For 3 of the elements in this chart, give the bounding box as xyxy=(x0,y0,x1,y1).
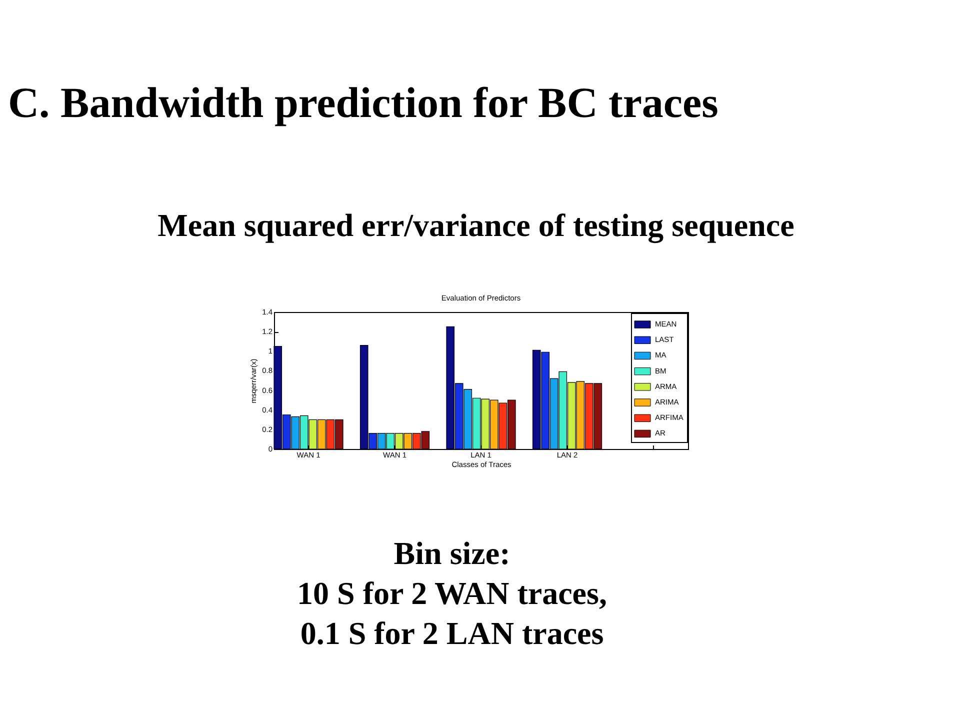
text: C. Bandwidth prediction for BC traces xyxy=(8,79,718,129)
text: Bin size: 10 S for 2 WAN traces, 0.1 S for 2 LAN traces xyxy=(296,534,608,653)
text: Mean squared err/variance of testing sequence xyxy=(156,206,796,244)
